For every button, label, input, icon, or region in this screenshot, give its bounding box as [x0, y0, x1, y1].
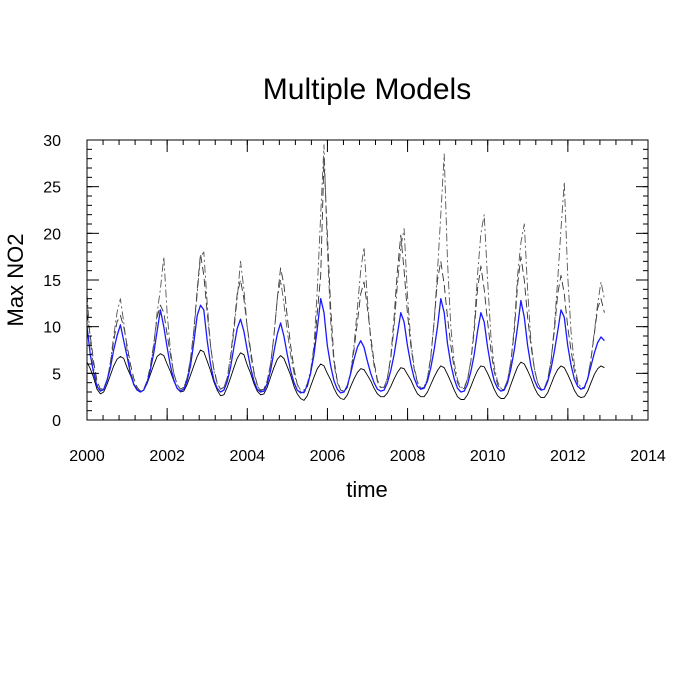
- x-tick-label: 2000: [69, 448, 105, 465]
- y-tick-label: 20: [43, 226, 61, 243]
- x-tick-label: 2014: [630, 448, 666, 465]
- x-axis-label: time: [346, 477, 388, 502]
- ticks-layer: 2000 2002 2004 2006 2008 2010 2012 2014 0 5 10 15 20…: [43, 133, 666, 465]
- chart-title: Multiple Models: [263, 73, 471, 106]
- y-tick-label: 25: [43, 180, 61, 197]
- series-line-3: [86, 144, 605, 393]
- y-tick-label: 10: [43, 320, 61, 337]
- x-tick-label: 2004: [229, 448, 265, 465]
- y-tick-label: 0: [52, 413, 61, 430]
- x-tick-label: 2012: [550, 448, 586, 465]
- x-tick-label: 2008: [390, 448, 426, 465]
- plot-frame: [86, 139, 649, 421]
- y-tick-label: 30: [43, 133, 61, 150]
- series-line-4: [86, 298, 605, 394]
- series-layer: [86, 144, 605, 401]
- y-tick-label: 5: [52, 366, 61, 383]
- y-axis-label: Max NO2: [3, 234, 28, 327]
- x-tick-label: 2002: [149, 448, 185, 465]
- series-line-1: [86, 349, 605, 401]
- x-tick-label: 2006: [310, 448, 346, 465]
- y-tick-label: 15: [43, 273, 61, 290]
- x-tick-label: 2010: [470, 448, 506, 465]
